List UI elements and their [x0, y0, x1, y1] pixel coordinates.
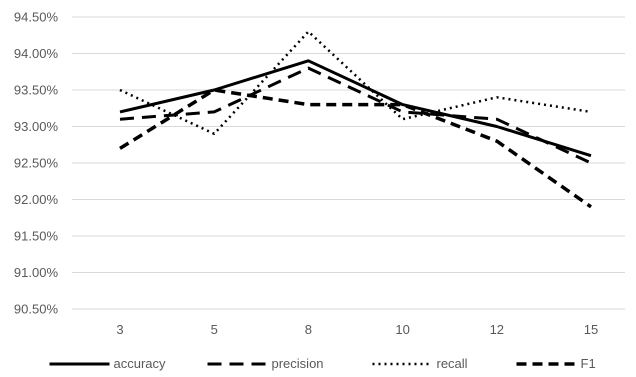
legend-label: recall: [437, 356, 468, 371]
y-tick-label: 91.00%: [14, 265, 59, 280]
legend-item-f1: F1: [516, 356, 596, 371]
y-tick-label: 90.50%: [14, 302, 59, 317]
series-lines: [119, 30, 593, 209]
x-tick-label: 8: [305, 322, 312, 337]
series-line-precision: [119, 66, 592, 165]
x-tick-label: 15: [584, 322, 598, 337]
legend-item-accuracy: accuracy: [49, 356, 167, 371]
y-axis-ticks: 90.50% 91.00% 91.50% 92.00% 92.50% 93.00% 93.5…: [14, 10, 59, 317]
x-tick-label: 3: [116, 322, 123, 337]
gridlines: [72, 16, 625, 310]
series-line-recall: [119, 30, 592, 136]
x-tick-label: 5: [211, 322, 218, 337]
x-tick-label: 10: [395, 322, 409, 337]
legend: accuracy precision recall F1: [49, 356, 596, 371]
y-tick-label: 94.50%: [14, 10, 59, 25]
series-line-f1: [119, 88, 593, 209]
legend-item-recall: recall: [372, 356, 468, 371]
y-tick-label: 93.00%: [14, 119, 59, 134]
legend-label: F1: [581, 356, 596, 371]
y-tick-label: 92.50%: [14, 156, 59, 171]
y-tick-label: 93.50%: [14, 83, 59, 98]
legend-label: accuracy: [114, 356, 167, 371]
x-axis-ticks: 3 5 8 10 12 15: [116, 322, 598, 337]
series-line-accuracy: [119, 59, 592, 158]
y-tick-label: 91.50%: [14, 229, 59, 244]
legend-item-precision: precision: [207, 356, 324, 371]
y-tick-label: 94.00%: [14, 46, 59, 61]
y-tick-label: 92.00%: [14, 192, 59, 207]
x-tick-label: 12: [490, 322, 504, 337]
legend-label: precision: [272, 356, 324, 371]
